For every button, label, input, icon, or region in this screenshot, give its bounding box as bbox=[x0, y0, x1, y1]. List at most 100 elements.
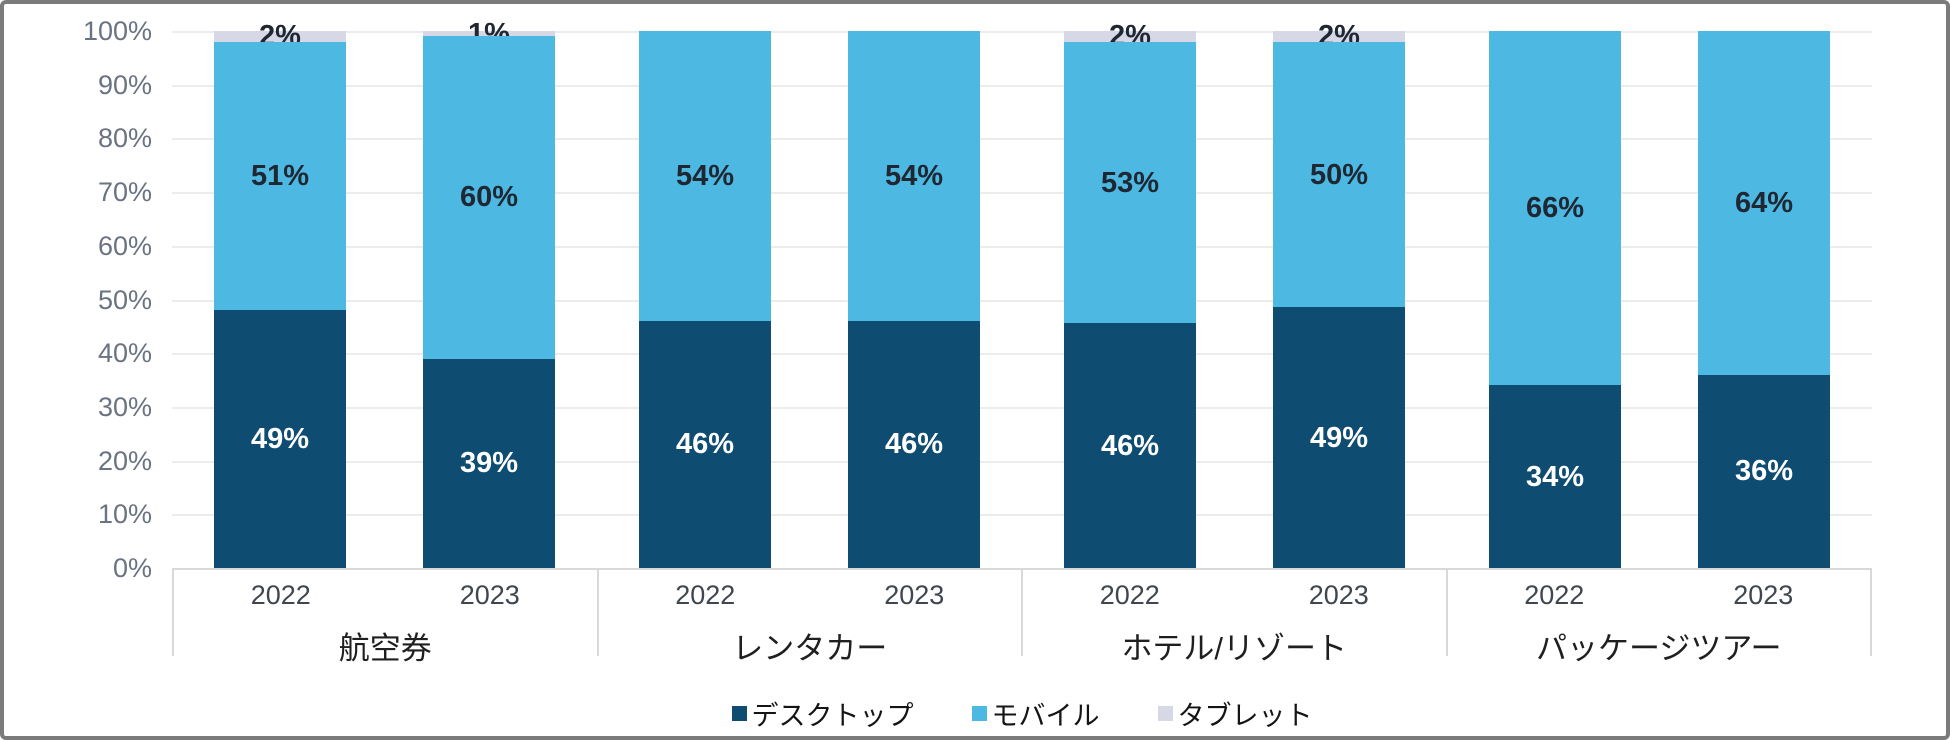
segment-desktop: 36% bbox=[1698, 374, 1830, 568]
segment-mobile: 64% bbox=[1698, 31, 1830, 375]
y-tick-label: 20% bbox=[97, 445, 152, 476]
category-label: レンタカー bbox=[732, 631, 888, 666]
segment-value-label: 46% bbox=[675, 428, 735, 461]
stacked-bar: 2% 51% 49% bbox=[214, 21, 346, 568]
year-row: 2022 2023 bbox=[599, 580, 1022, 611]
year-label: 2022 bbox=[1099, 580, 1160, 610]
segment-value-label: 34% bbox=[1525, 460, 1585, 493]
segment-tablet: 2% bbox=[214, 21, 346, 51]
plot-area: 2% 51% 49% 1% 60% 39% 54% 46% 54% 46% 2% 53% 46% 2% 50… bbox=[172, 19, 1872, 568]
y-tick-label: 80% bbox=[97, 123, 152, 154]
axis-group-4: 2022 2023 パッケージツアー bbox=[1445, 570, 1872, 666]
bar-group-2: 54% 46% 54% 46% bbox=[597, 31, 1022, 568]
segment-value-label: 49% bbox=[250, 423, 310, 456]
stacked-bar: 54% 46% bbox=[639, 31, 771, 568]
gridline-80 bbox=[172, 138, 1872, 141]
segment-mobile: 66% bbox=[1489, 31, 1621, 386]
segment-desktop: 46% bbox=[1064, 323, 1196, 568]
segment-mobile: 53% bbox=[1064, 41, 1196, 324]
y-tick-label: 0% bbox=[112, 553, 152, 583]
segment-value-label: 39% bbox=[459, 447, 519, 480]
segment-desktop: 39% bbox=[423, 358, 555, 568]
axis-group-2: 2022 2023 レンタカー bbox=[596, 570, 1022, 666]
y-tick-label: 100% bbox=[82, 16, 152, 46]
year-label: 2022 bbox=[250, 580, 311, 610]
segment-desktop: 49% bbox=[214, 310, 346, 568]
segment-value-label: 60% bbox=[459, 181, 519, 214]
segment-value-label: 46% bbox=[1100, 429, 1160, 462]
segment-value-label: 66% bbox=[1525, 192, 1585, 225]
segment-value-label: 50% bbox=[1309, 158, 1369, 191]
x-axis: 2022 2023 航空券 2022 2023 レンタカー 2022 2023 ホテル/リゾート… bbox=[172, 568, 1872, 666]
segment-value-label: 46% bbox=[884, 428, 944, 461]
y-tick-label: 40% bbox=[97, 338, 152, 369]
segment-mobile: 51% bbox=[214, 41, 346, 311]
segment-tablet: 2% bbox=[1064, 21, 1196, 51]
stacked-bar: 54% 46% bbox=[848, 31, 980, 568]
axis-group-3: 2022 2023 ホテル/リゾート bbox=[1021, 570, 1446, 666]
segment-value-label: 54% bbox=[675, 160, 735, 192]
y-tick-label: 90% bbox=[97, 69, 152, 100]
segment-desktop: 34% bbox=[1489, 385, 1621, 568]
gridline-20 bbox=[172, 460, 1872, 463]
year-label: 2023 bbox=[1733, 580, 1794, 610]
segment-mobile: 60% bbox=[423, 36, 555, 359]
year-row: 2022 2023 bbox=[174, 580, 597, 611]
year-label: 2022 bbox=[675, 580, 736, 610]
segment-desktop: 46% bbox=[639, 320, 771, 568]
stacked-bar: 2% 50% 49% bbox=[1273, 21, 1405, 568]
segment-mobile: 50% bbox=[1273, 41, 1405, 308]
gridline-90 bbox=[172, 84, 1872, 87]
year-label: 2023 bbox=[1308, 580, 1369, 610]
y-tick-label: 50% bbox=[97, 284, 152, 315]
segment-value-label: 36% bbox=[1734, 455, 1794, 488]
year-label: 2023 bbox=[459, 580, 520, 610]
gridline-100 bbox=[172, 31, 1872, 33]
category-label: ホテル/リゾート bbox=[1121, 631, 1348, 666]
legend-label: タブレット bbox=[1177, 701, 1313, 731]
segment-desktop: 46% bbox=[848, 320, 980, 568]
legend-item-tablet: タブレット bbox=[1157, 694, 1313, 733]
segment-value-label: 51% bbox=[250, 159, 310, 192]
segment-value-label: 54% bbox=[884, 160, 944, 192]
category-label: 航空券 bbox=[338, 631, 432, 666]
stacked-bar: 66% 34% bbox=[1489, 31, 1621, 568]
segment-value-label: 64% bbox=[1734, 186, 1794, 219]
legend-item-mobile: モバイル bbox=[971, 694, 1100, 733]
gridline-70 bbox=[172, 192, 1872, 195]
year-row: 2022 2023 bbox=[1023, 580, 1446, 611]
gridline-60 bbox=[172, 245, 1872, 248]
stacked-bar: 64% 36% bbox=[1698, 31, 1830, 568]
gridline-30 bbox=[172, 406, 1872, 409]
legend-marker-icon bbox=[731, 706, 747, 721]
y-tick-label: 10% bbox=[97, 499, 152, 530]
legend-label: モバイル bbox=[991, 701, 1100, 731]
category-label: パッケージツアー bbox=[1535, 631, 1782, 666]
year-label: 2022 bbox=[1524, 580, 1585, 610]
segment-value-label: 49% bbox=[1309, 421, 1369, 454]
bar-group-3: 2% 53% 46% 2% 50% 49% bbox=[1022, 21, 1447, 568]
y-tick-label: 30% bbox=[97, 391, 152, 422]
bar-group-4: 66% 34% 64% 36% bbox=[1447, 31, 1872, 568]
axis-group-1: 2022 2023 航空券 bbox=[172, 570, 597, 666]
legend-item-desktop: デスクトップ bbox=[731, 694, 914, 733]
bar-groups: 2% 51% 49% 1% 60% 39% 54% 46% 54% 46% 2% 53% 46% 2% 50… bbox=[172, 19, 1872, 568]
segment-tablet: 2% bbox=[1273, 21, 1405, 51]
legend-marker-icon bbox=[1157, 706, 1173, 721]
year-row: 2022 2023 bbox=[1448, 580, 1871, 611]
gridline-50 bbox=[172, 299, 1872, 302]
legend-label: デスクトップ bbox=[751, 701, 914, 731]
segment-desktop: 49% bbox=[1273, 307, 1405, 568]
segment-mobile: 54% bbox=[848, 31, 980, 321]
segment-mobile: 54% bbox=[639, 31, 771, 321]
gridline-10 bbox=[172, 514, 1872, 517]
bar-group-1: 2% 51% 49% 1% 60% 39% bbox=[172, 19, 597, 568]
legend-marker-icon bbox=[971, 706, 987, 721]
legend: デスクトップ モバイル タブレット bbox=[172, 694, 1872, 733]
year-label: 2023 bbox=[884, 580, 945, 610]
stacked-bar: 2% 53% 46% bbox=[1064, 21, 1196, 568]
y-tick-label: 60% bbox=[97, 230, 152, 261]
gridline-40 bbox=[172, 353, 1872, 356]
segment-value-label: 53% bbox=[1100, 166, 1160, 199]
